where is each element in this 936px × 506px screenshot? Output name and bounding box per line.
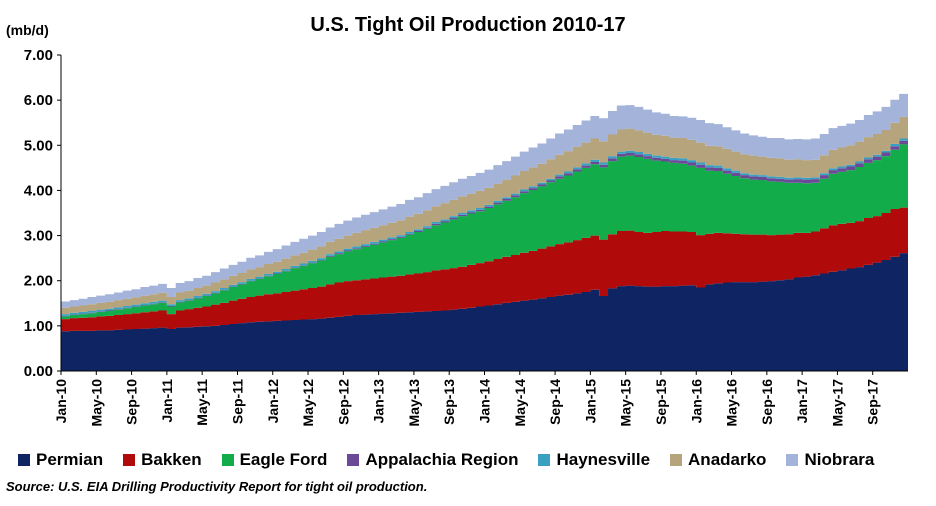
legend-item-anadarko: Anadarko bbox=[670, 450, 766, 470]
x-tick-label: Sep-11 bbox=[229, 379, 245, 424]
y-tick-label: 0.00 bbox=[24, 363, 53, 380]
x-tick-label: May-12 bbox=[300, 379, 316, 427]
y-tick-label: 4.00 bbox=[24, 182, 53, 199]
x-tick-label: Jan-17 bbox=[794, 379, 810, 424]
legend-label-appalachia: Appalachia Region bbox=[365, 450, 519, 469]
x-tick-label: Sep-13 bbox=[441, 379, 457, 425]
x-tick-label: Jan-11 bbox=[159, 379, 175, 423]
y-tick-label: 7.00 bbox=[24, 47, 53, 64]
y-axis-unit-label: (mb/d) bbox=[6, 22, 49, 38]
area-bakken bbox=[61, 207, 908, 332]
legend-swatch-eagle-ford bbox=[221, 454, 234, 466]
x-tick-label: Jan-10 bbox=[53, 379, 69, 424]
legend-label-anadarko: Anadarko bbox=[688, 450, 767, 469]
x-tick-label: May-17 bbox=[829, 379, 845, 427]
legend-swatch-anadarko bbox=[670, 454, 683, 466]
x-tick-label: May-13 bbox=[406, 379, 422, 427]
x-tick-label: May-10 bbox=[88, 379, 104, 427]
legend-label-eagle-ford: Eagle Ford bbox=[239, 450, 328, 469]
legend-item-bakken: Bakken bbox=[123, 450, 202, 470]
legend-item-eagle-ford: Eagle Ford bbox=[221, 450, 328, 470]
x-tick-label: Sep-15 bbox=[653, 379, 669, 425]
x-tick-label: May-16 bbox=[724, 379, 740, 427]
legend-swatch-permian bbox=[18, 454, 30, 466]
x-tick-label: May-14 bbox=[512, 379, 528, 427]
x-tick-label: Sep-17 bbox=[865, 379, 881, 425]
x-tick-label: May-15 bbox=[618, 379, 634, 427]
x-tick-label: Jan-13 bbox=[371, 379, 387, 424]
legend-item-appalachia: Appalachia Region bbox=[347, 450, 518, 470]
y-tick-label: 2.00 bbox=[24, 273, 53, 290]
x-tick-label: Sep-14 bbox=[547, 379, 563, 425]
x-tick-label: Jan-12 bbox=[265, 379, 281, 424]
legend-swatch-appalachia bbox=[347, 454, 360, 466]
legend-label-haynesville: Haynesville bbox=[556, 450, 651, 469]
x-tick-label: May-11 bbox=[194, 379, 210, 426]
legend-label-bakken: Bakken bbox=[141, 450, 202, 469]
legend-item-niobrara: Niobrara bbox=[786, 450, 874, 470]
y-tick-label: 6.00 bbox=[24, 92, 53, 109]
legend-swatch-niobrara bbox=[786, 454, 799, 466]
legend-label-permian: Permian bbox=[36, 450, 104, 469]
y-tick-label: 5.00 bbox=[24, 137, 53, 154]
chart-title: U.S. Tight Oil Production 2010-17 bbox=[310, 14, 626, 36]
area-niobrara bbox=[61, 93, 908, 308]
legend: Permian Bakken Eagle Ford Appalachia Reg… bbox=[18, 450, 894, 470]
area-permian bbox=[61, 253, 908, 371]
x-tick-label: Sep-16 bbox=[759, 379, 775, 425]
x-tick-label: Jan-16 bbox=[688, 379, 704, 424]
legend-label-niobrara: Niobrara bbox=[804, 450, 875, 469]
legend-item-permian: Permian bbox=[18, 450, 103, 470]
y-tick-label: 1.00 bbox=[24, 318, 53, 335]
x-tick-label: Jan-14 bbox=[477, 379, 493, 424]
x-tick-label: Sep-10 bbox=[124, 379, 140, 425]
y-tick-label: 3.00 bbox=[24, 228, 53, 245]
legend-item-haynesville: Haynesville bbox=[538, 450, 650, 470]
x-tick-label: Jan-15 bbox=[582, 379, 598, 424]
area-anadarko bbox=[61, 116, 908, 315]
source-note: Source: U.S. EIA Drilling Productivity R… bbox=[6, 479, 428, 494]
legend-swatch-bakken bbox=[123, 454, 136, 466]
legend-swatch-haynesville bbox=[538, 454, 551, 466]
x-tick-label: Sep-12 bbox=[335, 379, 351, 425]
